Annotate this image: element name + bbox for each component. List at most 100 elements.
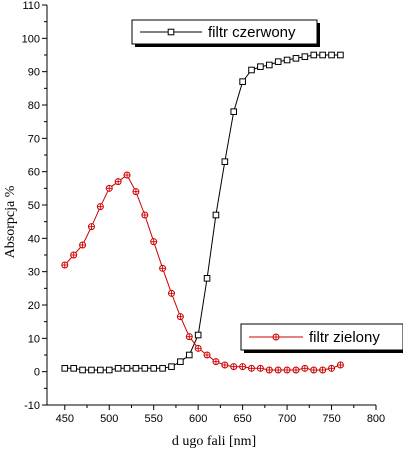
data-point [177,358,184,365]
legend-layer: filtr czerwony filtr zielony [131,19,403,353]
data-point [274,58,282,65]
data-point [123,365,131,372]
data-point [185,351,193,359]
data-point [203,275,211,282]
data-point [239,78,246,85]
y-tick-label: 90 [28,67,40,79]
data-point [70,251,78,259]
data-point [310,366,318,374]
y-tick-label: 30 [28,267,40,279]
x-tick-label: 700 [278,413,296,425]
data-point [114,365,122,372]
x-axis-label: d ugo fali [nm] [172,434,256,449]
data-point [292,366,300,374]
data-point [265,366,273,374]
data-point [185,333,193,341]
x-tick-label: 650 [233,413,251,425]
data-point [159,365,166,372]
data-point [167,289,175,297]
legend-swatch-marker [272,333,280,341]
data-point [257,63,264,70]
x-tick-label: 550 [145,413,163,425]
data-point [88,366,95,374]
data-point [230,363,238,371]
legend-item-1: filtr zielony [240,323,403,353]
data-point [239,363,247,371]
data-point [97,366,104,374]
y-tick-label: -10 [24,400,40,412]
y-tick-label: 80 [28,100,40,112]
data-point [61,365,69,372]
y-tick-label: 60 [28,167,40,179]
legend-swatch-marker [167,28,175,36]
series-1 [61,171,344,374]
data-point [301,364,309,372]
x-tick-label: 800 [367,413,385,425]
data-point [248,364,256,372]
series-layer [61,51,344,374]
y-tick-label: 110 [22,0,40,12]
data-point [105,184,113,192]
data-point [212,358,220,366]
data-point [221,158,229,165]
data-point [274,366,282,374]
data-point [61,261,69,269]
y-tick-label: 10 [28,333,40,345]
data-point [176,313,184,321]
x-tick-label: 450 [56,413,74,425]
series-line [64,54,341,371]
data-point [79,241,87,249]
y-tick-label: 100 [22,33,40,45]
data-point [319,51,326,59]
data-point [194,331,202,339]
x-tick-label: 500 [100,413,118,425]
axes: -10 0 10 20 30 40 50 60 70 80 90 100 110 450 500 550 600… [22,0,386,425]
data-point [79,366,86,374]
data-point [283,366,291,374]
data-point [141,365,149,372]
data-point [248,66,255,74]
data-point [265,61,273,69]
data-point [310,51,318,59]
data-point [114,178,122,186]
data-point [159,264,167,272]
data-point [123,171,131,179]
data-point [328,364,336,372]
data-point [132,365,140,372]
x-tick-label: 750 [322,413,340,425]
data-point [221,361,229,369]
data-point [168,363,175,370]
data-point [70,365,77,372]
y-tick-label: 20 [28,300,40,312]
legend-label: filtr czerwony [208,24,296,41]
y-tick-label: 40 [28,233,40,245]
data-point [283,56,291,64]
series-0 [61,51,344,374]
data-point [150,365,158,372]
data-point [150,238,158,246]
data-point [194,344,202,352]
data-point [337,51,344,59]
data-point [292,55,300,62]
data-point [328,51,335,59]
legend-item-0: filtr czerwony [131,19,320,47]
data-point [212,211,220,219]
x-tick-label: 600 [189,413,207,425]
data-point [256,364,264,372]
y-tick-label: 50 [28,200,40,212]
data-point [230,108,238,115]
y-tick-label: 0 [34,367,40,379]
data-point [141,211,149,219]
data-point [319,366,327,374]
y-axis-label: Absorpcja % [3,185,18,258]
data-point [87,223,95,231]
data-point [336,361,344,369]
y-tick-label: 70 [28,133,40,145]
legend-label: filtr zielony [309,329,380,346]
data-point [96,203,104,211]
data-point [105,366,113,374]
data-point [301,53,309,60]
data-point [203,351,211,359]
data-point [132,188,140,196]
